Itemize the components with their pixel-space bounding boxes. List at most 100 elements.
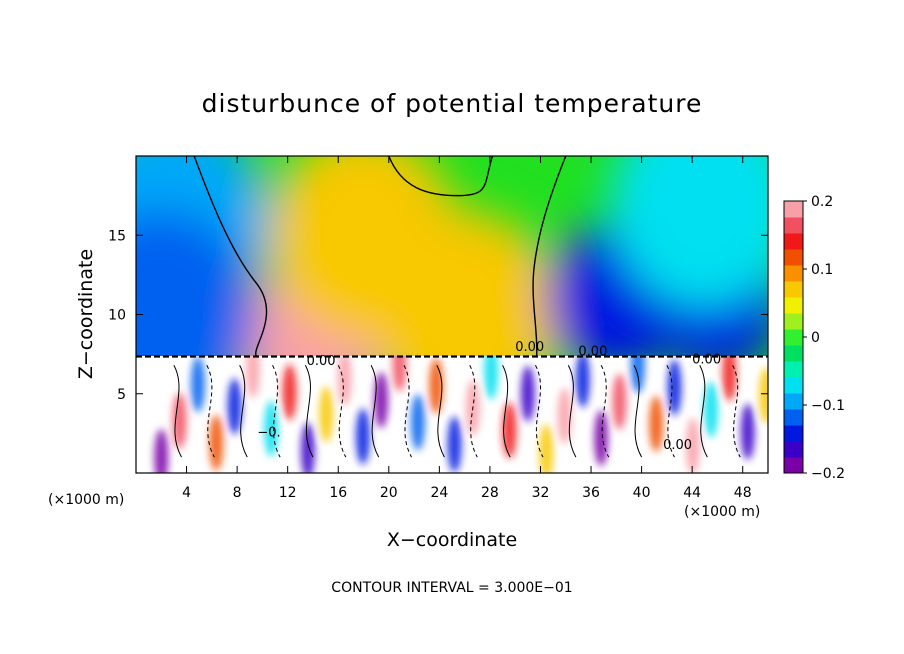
- turbulence-band: [410, 394, 425, 451]
- x-tick-label: 40: [633, 485, 651, 501]
- contour-line: [567, 364, 577, 458]
- colorbar-swatch: [784, 345, 803, 362]
- x-tick-label: 8: [233, 485, 242, 501]
- x-tick-label: 32: [532, 485, 550, 501]
- turbulence-band: [300, 422, 315, 473]
- turbulence-band: [575, 356, 590, 408]
- x-tick-label: 20: [380, 485, 398, 501]
- lower-field: [136, 356, 768, 473]
- colorbar-swatch: [784, 409, 803, 426]
- contour-label: 0.00: [307, 354, 336, 369]
- y-axis-label: Z−coordinate: [75, 249, 97, 379]
- x-axis: 4 8 12 16 20 24 28 32 36 40 44 48: [182, 156, 752, 501]
- turbulence-band: [429, 357, 444, 414]
- turbulence-band: [722, 356, 737, 402]
- contour-label: 0.00: [692, 353, 721, 368]
- colorbar-swatch: [784, 217, 803, 234]
- y-tick-label: 15: [108, 228, 126, 244]
- x-tick-label: 16: [329, 485, 347, 501]
- contour-interval-note: CONTOUR INTERVAL = 3.000E−01: [331, 580, 572, 596]
- turbulence-band: [704, 381, 719, 438]
- turbulence-band: [759, 367, 768, 424]
- contour-line: [370, 364, 380, 458]
- turbulence-band: [447, 416, 462, 473]
- field-blob: [369, 210, 560, 356]
- chart-title: disturbunce of potential temperature: [202, 89, 703, 118]
- colorbar-tick-label: −0.2: [811, 466, 845, 482]
- turbulence-band: [245, 356, 260, 398]
- colorbar-tick-label: 0: [811, 330, 820, 346]
- contour-line: [469, 364, 478, 458]
- contour-line: [699, 364, 708, 458]
- x-tick-label: 36: [582, 485, 600, 501]
- x-unit-left: (×1000 m): [48, 492, 124, 508]
- colorbar-swatch: [784, 425, 803, 442]
- contour-line: [206, 364, 215, 458]
- turbulence-band: [392, 356, 407, 392]
- turbulence-band: [740, 403, 755, 460]
- contour-line: [502, 364, 511, 458]
- plot-area: 0.00 0.00 0.00 −0. 0.00 0.00: [135, 155, 769, 474]
- turbulence-band: [667, 359, 682, 416]
- contour-label: 0.00: [663, 438, 692, 453]
- colorbar-swatch: [784, 201, 803, 218]
- contour-line: [239, 364, 248, 458]
- y-tick-label: 10: [108, 308, 126, 324]
- colorbar-swatch: [784, 441, 803, 458]
- zero-contour: [388, 156, 494, 197]
- zero-contour: [532, 156, 567, 356]
- turbulence-band: [520, 365, 535, 422]
- zero-contour: [193, 156, 268, 356]
- contour-label: 0.00: [515, 340, 544, 355]
- turbulence-band: [154, 429, 169, 473]
- x-unit-right: (×1000 m): [684, 504, 760, 520]
- contour-line: [337, 364, 347, 458]
- y-tick-label: 5: [117, 387, 126, 403]
- field-blob: [136, 210, 257, 356]
- colorbar-tick-label: 0.2: [811, 194, 833, 210]
- colorbar-swatch: [784, 329, 803, 346]
- turbulence-band: [227, 378, 242, 435]
- colorbar-swatch: [784, 297, 803, 314]
- contour-label: 0.00: [578, 345, 607, 360]
- contour-lines: [136, 156, 768, 458]
- contour-line: [304, 364, 314, 458]
- turbulence-band: [594, 410, 609, 467]
- colorbar-swatch: [784, 281, 803, 298]
- contour-line: [666, 364, 675, 458]
- colorbar-tick-label: −0.1: [811, 398, 845, 414]
- field-blob: [609, 156, 768, 309]
- turbulence-band: [539, 424, 554, 473]
- turbulence-band: [685, 418, 700, 473]
- contour-line: [173, 364, 182, 458]
- contour-line: [600, 364, 610, 458]
- turbulence-band: [282, 364, 297, 421]
- turbulence-band: [649, 395, 664, 452]
- contour-line: [732, 364, 741, 458]
- x-tick-label: 48: [734, 485, 752, 501]
- turbulence-band: [502, 402, 517, 459]
- turbulence-band: [484, 356, 499, 400]
- turbulence-band: [374, 372, 389, 429]
- x-tick-label: 4: [182, 485, 191, 501]
- contour-line: [436, 364, 445, 458]
- contour-line: [534, 364, 544, 458]
- x-tick-label: 12: [279, 485, 297, 501]
- turbulence-band: [355, 408, 370, 465]
- turbulence-band: [319, 386, 334, 443]
- colorbar-swatch: [784, 249, 803, 266]
- turbulence-band: [612, 373, 627, 430]
- contour-line: [633, 364, 643, 458]
- colorbar-swatch: [784, 361, 803, 378]
- x-tick-label: 28: [481, 485, 499, 501]
- turbulence-band: [337, 356, 352, 406]
- contour-labels: 0.00 0.00 0.00 −0. 0.00 0.00: [257, 340, 721, 453]
- colorbar-swatch: [784, 265, 803, 282]
- colorbar-swatch: [784, 457, 803, 474]
- turbulence-band: [190, 356, 205, 413]
- x-tick-label: 24: [430, 485, 448, 501]
- colorbar-swatch: [784, 313, 803, 330]
- colorbar-swatch: [784, 377, 803, 394]
- upper-field: [136, 156, 768, 356]
